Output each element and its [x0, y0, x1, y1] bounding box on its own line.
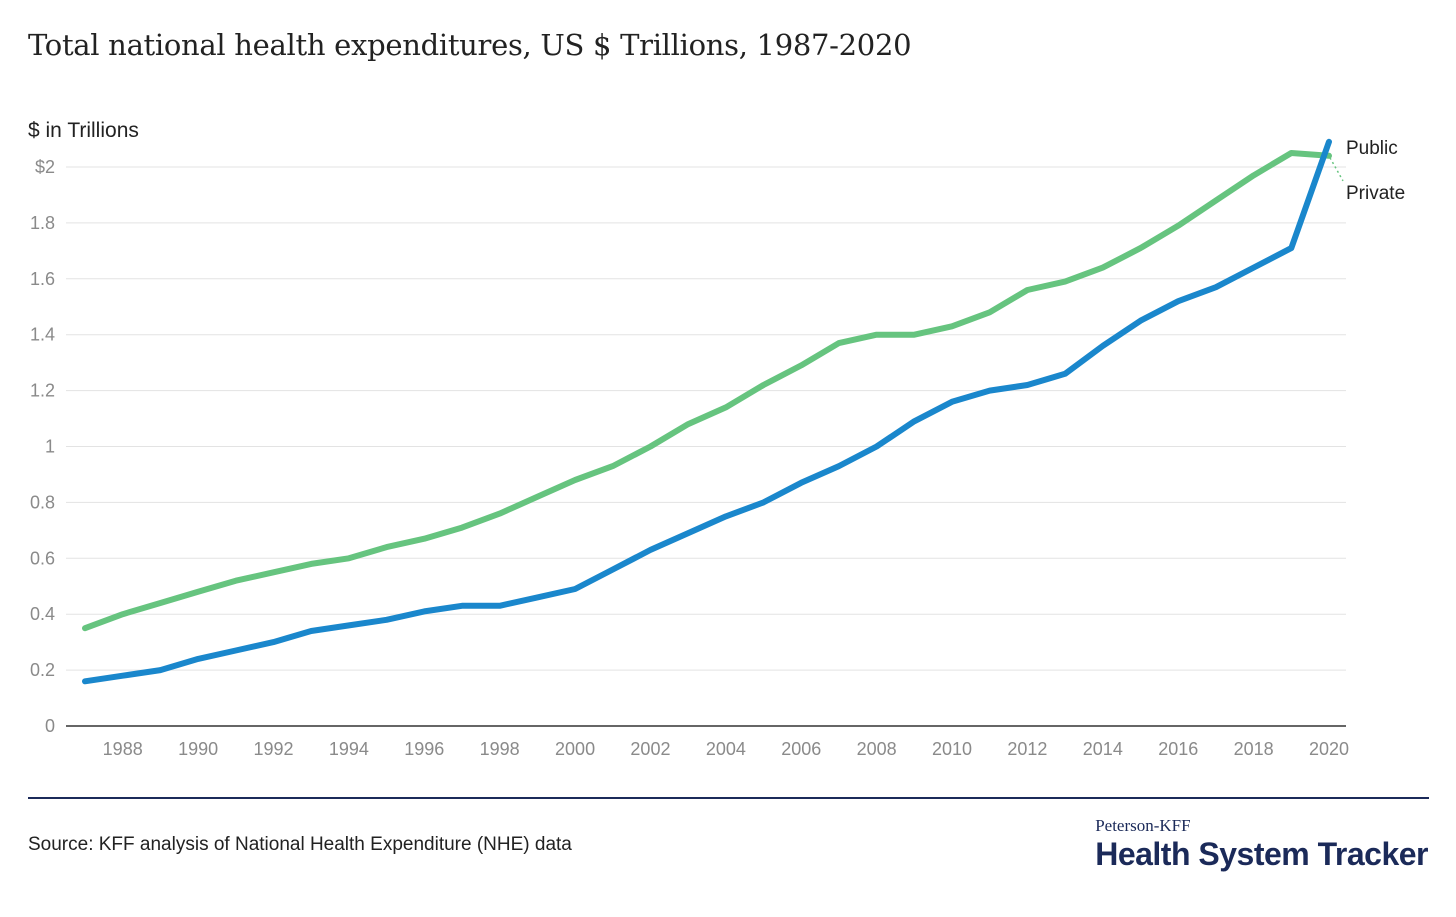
y-axis-label: $ in Trillions: [28, 119, 139, 142]
y-tick-label: 0.4: [30, 604, 55, 624]
x-tick-label: 2010: [932, 739, 972, 759]
y-tick-label: 1: [45, 437, 55, 457]
y-tick-label: 1.8: [30, 213, 55, 233]
y-tick-label: 0.6: [30, 548, 55, 568]
series-line-private: [82, 150, 1332, 632]
series-label-public: Public: [1346, 138, 1398, 159]
x-tick-label: 2008: [857, 739, 897, 759]
series-label-private: Private: [1346, 183, 1405, 204]
line-chart: 0 0.2 0.4 0.6 0.8 1 1.2 1.4 1.6 1.8 $2 1988 1990 1992…: [30, 138, 1405, 759]
brand-logo: Peterson-KFF Health System Tracker: [1095, 816, 1428, 872]
x-tick-label: 1996: [404, 739, 444, 759]
x-tick-label: 2016: [1158, 739, 1198, 759]
y-tick-label: 0: [45, 716, 55, 736]
x-tick-label: 2012: [1007, 739, 1047, 759]
series-line-public: [82, 138, 1332, 685]
x-tick-label: 2002: [630, 739, 670, 759]
y-tick-label: 0.2: [30, 660, 55, 680]
x-tick-label: 1994: [329, 739, 369, 759]
x-tick-label: 2006: [781, 739, 821, 759]
x-tick-label: 2004: [706, 739, 746, 759]
x-tick-label: 2018: [1234, 739, 1274, 759]
y-tick-label: $2: [35, 157, 55, 177]
brand-logo-top: Peterson-KFF: [1095, 816, 1191, 835]
y-tick-label: 1.4: [30, 325, 55, 345]
source-note: Source: KFF analysis of National Health …: [28, 834, 572, 855]
x-tick-label: 1992: [253, 739, 293, 759]
brand-logo-main: Health System Tracker: [1095, 836, 1428, 872]
x-tick-label: 2014: [1083, 739, 1123, 759]
chart-title: Total national health expenditures, US $…: [28, 28, 912, 62]
y-tick-label: 0.8: [30, 492, 55, 512]
y-tick-label: 1.6: [30, 269, 55, 289]
x-tick-label: 1988: [103, 739, 143, 759]
x-tick-label: 1990: [178, 739, 218, 759]
private-label-leader: [1329, 157, 1344, 182]
footer-divider: [28, 797, 1429, 799]
x-tick-label: 1998: [480, 739, 520, 759]
y-tick-label: 1.2: [30, 381, 55, 401]
x-tick-label: 2000: [555, 739, 595, 759]
x-tick-label: 2020: [1309, 739, 1349, 759]
